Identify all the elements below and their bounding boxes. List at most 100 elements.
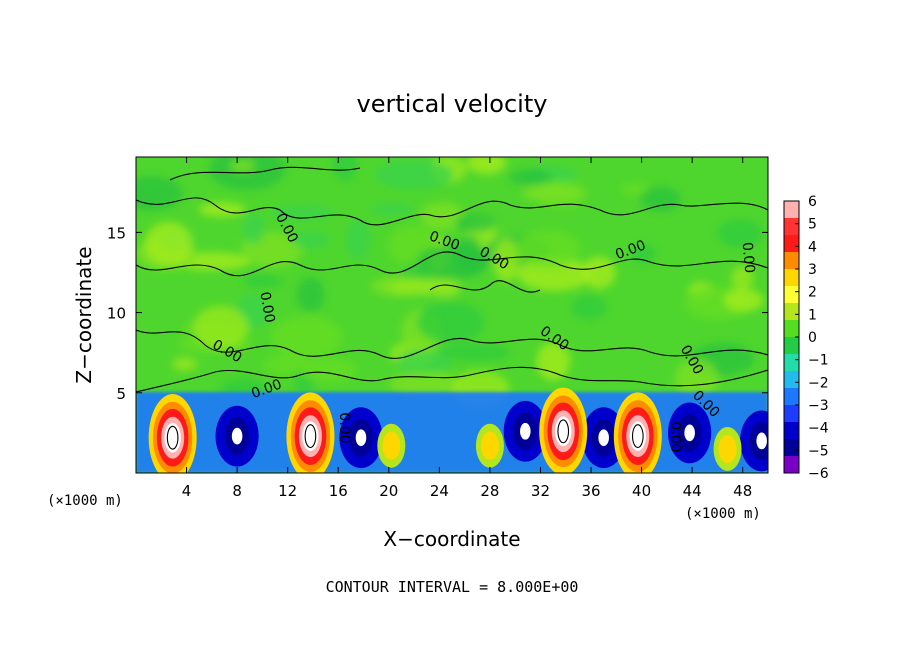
x-axis: 4 8 12 16 20 24 28 32 36 40 44 48 [182,157,752,500]
colorbar-swatch-13 [784,422,799,440]
plot-frame [135,156,769,474]
contour-line-0 [136,197,768,226]
colorbar-swatch-4 [784,269,799,287]
x-tick-label-6: 28 [480,482,499,500]
colorbar-swatch-7 [784,320,799,338]
updraft-core-contour-3 [631,424,644,449]
weak-updraft-inner-5 [480,431,499,460]
texture-blob [242,212,265,245]
weak-updraft-inner-4 [382,431,401,460]
texture-blob [416,301,485,343]
colorbar-label-11: −5 [808,443,829,459]
texture-blob [230,159,256,173]
texture-blob [454,212,496,233]
contour-label-1: 0.00 [256,291,277,324]
colorbar-swatch-12 [784,405,799,423]
x-tick-label-1: 8 [232,482,242,500]
texture-blob [440,343,511,361]
colorbar-swatch-6 [784,303,799,321]
texture-blob [420,201,465,231]
texture-blob [370,202,414,216]
texture-blob [493,238,519,283]
contour-line-1 [136,251,768,277]
y-axis: 5 10 15 [107,224,768,403]
colorbar-label-8: −2 [808,375,829,391]
texture-blob [290,231,331,249]
texture-blob [536,342,571,381]
colorbar-swatch-1 [784,218,799,236]
texture-blob [387,279,462,295]
contour-line-5 [429,280,541,293]
y-tick-label-1: 10 [107,305,126,323]
texture-blob [620,183,651,196]
colorbar-swatch-2 [784,235,799,253]
x-tick-label-2: 12 [278,482,297,500]
y-axis-label: Z−coordinate [72,246,96,383]
colorbar-label-4: 2 [808,285,817,301]
texture-blob [345,218,371,261]
x-tick-label-11: 48 [733,482,752,500]
colorbar-label-1: 5 [808,217,817,233]
x-tick-label-9: 40 [632,482,651,500]
texture-blob [640,186,682,212]
texture-blob [416,243,490,279]
colorbar-label-9: −3 [808,398,829,414]
x-tick-label-7: 32 [531,482,550,500]
texture-blob [716,219,763,248]
colorbar-label-3: 3 [808,262,817,278]
texture-blob [522,184,583,202]
contour-label-11: 0.00 [667,421,683,452]
texture-blob [193,305,249,349]
texture-blob [571,295,608,319]
colorbar-label-12: −6 [808,466,829,482]
texture-blob [375,159,454,190]
x-unit-left: (×1000 m) [47,493,123,509]
updraft-core-contour-0 [166,425,179,450]
texture-blob [333,157,357,182]
x-tick-label-4: 20 [379,482,398,500]
updraft-core-contour-1 [304,424,317,449]
colorbar-label-5: 1 [808,307,817,323]
texture-blob [723,288,764,312]
x-axis-label: X−coordinate [383,527,520,551]
contour-line-3 [136,366,768,393]
contour-line-2 [136,329,768,359]
y-tick-label-0: 5 [116,385,126,403]
texture-blob [675,358,718,401]
texture-blob [731,265,754,291]
downdraft-core-center-0 [231,427,243,445]
texture-blob [630,244,656,264]
field-texture [136,157,764,409]
x-tick-label-3: 16 [329,482,348,500]
downdraft-core-center-4 [684,424,695,442]
downdraft-core-center-5 [756,432,767,450]
colorbar-label-6: 0 [808,330,817,346]
contour-line-4 [169,166,361,181]
downdraft-core-center-1 [355,429,367,447]
texture-blob [581,256,616,289]
colorbar-swatch-10 [784,371,799,389]
texture-blob [271,315,343,359]
texture-blob [136,176,183,211]
colorbar-label-0: 6 [808,194,817,210]
colorbar-label-7: −1 [808,353,829,369]
downdraft-core-center-3 [598,429,609,447]
colorbar-label-10: −4 [808,421,829,437]
weak-updraft-inner-6 [718,434,737,463]
x-tick-label-0: 4 [182,482,192,500]
colorbar: 6 5 4 3 2 1 0 −1 −2 −3 −4 −5 −6 [783,194,829,482]
colorbar-swatch-3 [784,252,799,270]
contour-label-12: 0.00 [739,241,758,273]
colorbar-swatch-8 [784,337,799,355]
updraft-core-contour-2 [557,419,570,444]
colorbar-label-2: 4 [808,239,817,255]
x-tick-label-10: 44 [683,482,702,500]
texture-blob [508,169,553,186]
x-unit-right: (×1000 m) [685,506,761,522]
contour-interval-footer: CONTOUR INTERVAL = 8.000E+00 [326,578,579,596]
texture-blob [209,157,286,191]
texture-blob [301,357,358,383]
colorbar-swatch-5 [784,286,799,304]
y-tick-label-2: 15 [107,224,126,242]
